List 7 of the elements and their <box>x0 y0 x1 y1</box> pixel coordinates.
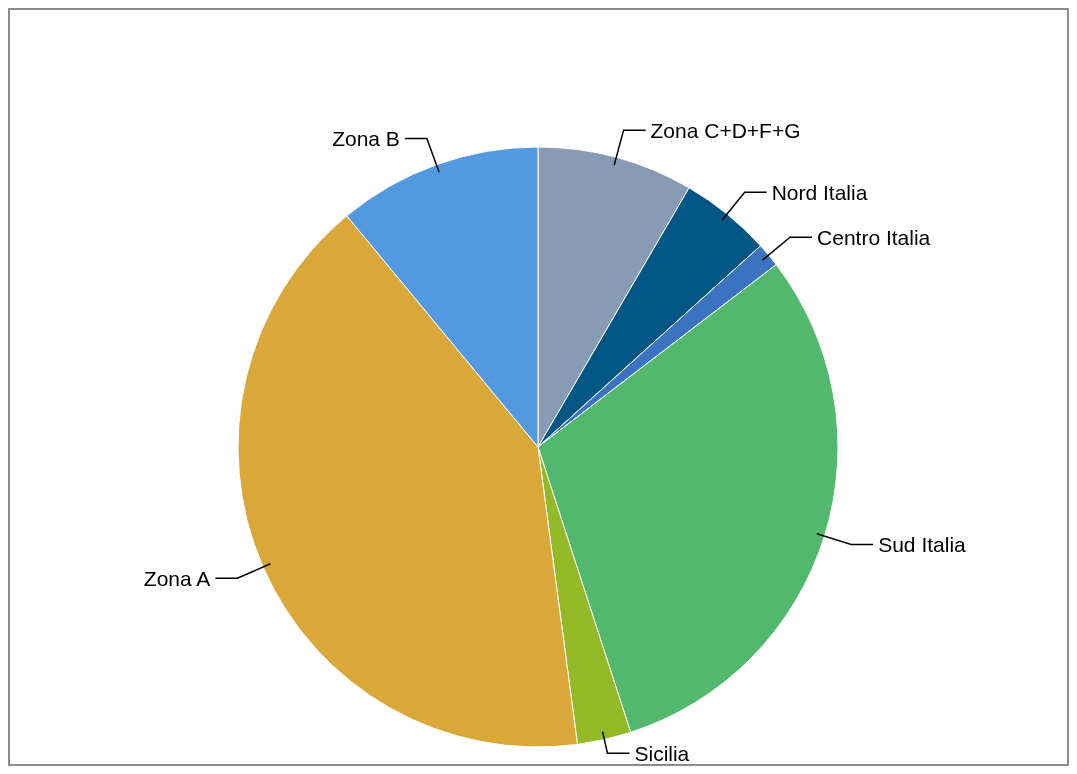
slice-label: Sud Italia <box>878 532 967 556</box>
slice-label: Centro Italia <box>817 225 931 249</box>
slice-label: Zona C+D+F+G <box>650 118 801 142</box>
slice-label: Zona B <box>332 126 400 150</box>
slice-label: Sicilia <box>634 741 690 765</box>
slice-label: Nord Italia <box>771 180 868 204</box>
slice-label: Zona A <box>143 566 211 590</box>
